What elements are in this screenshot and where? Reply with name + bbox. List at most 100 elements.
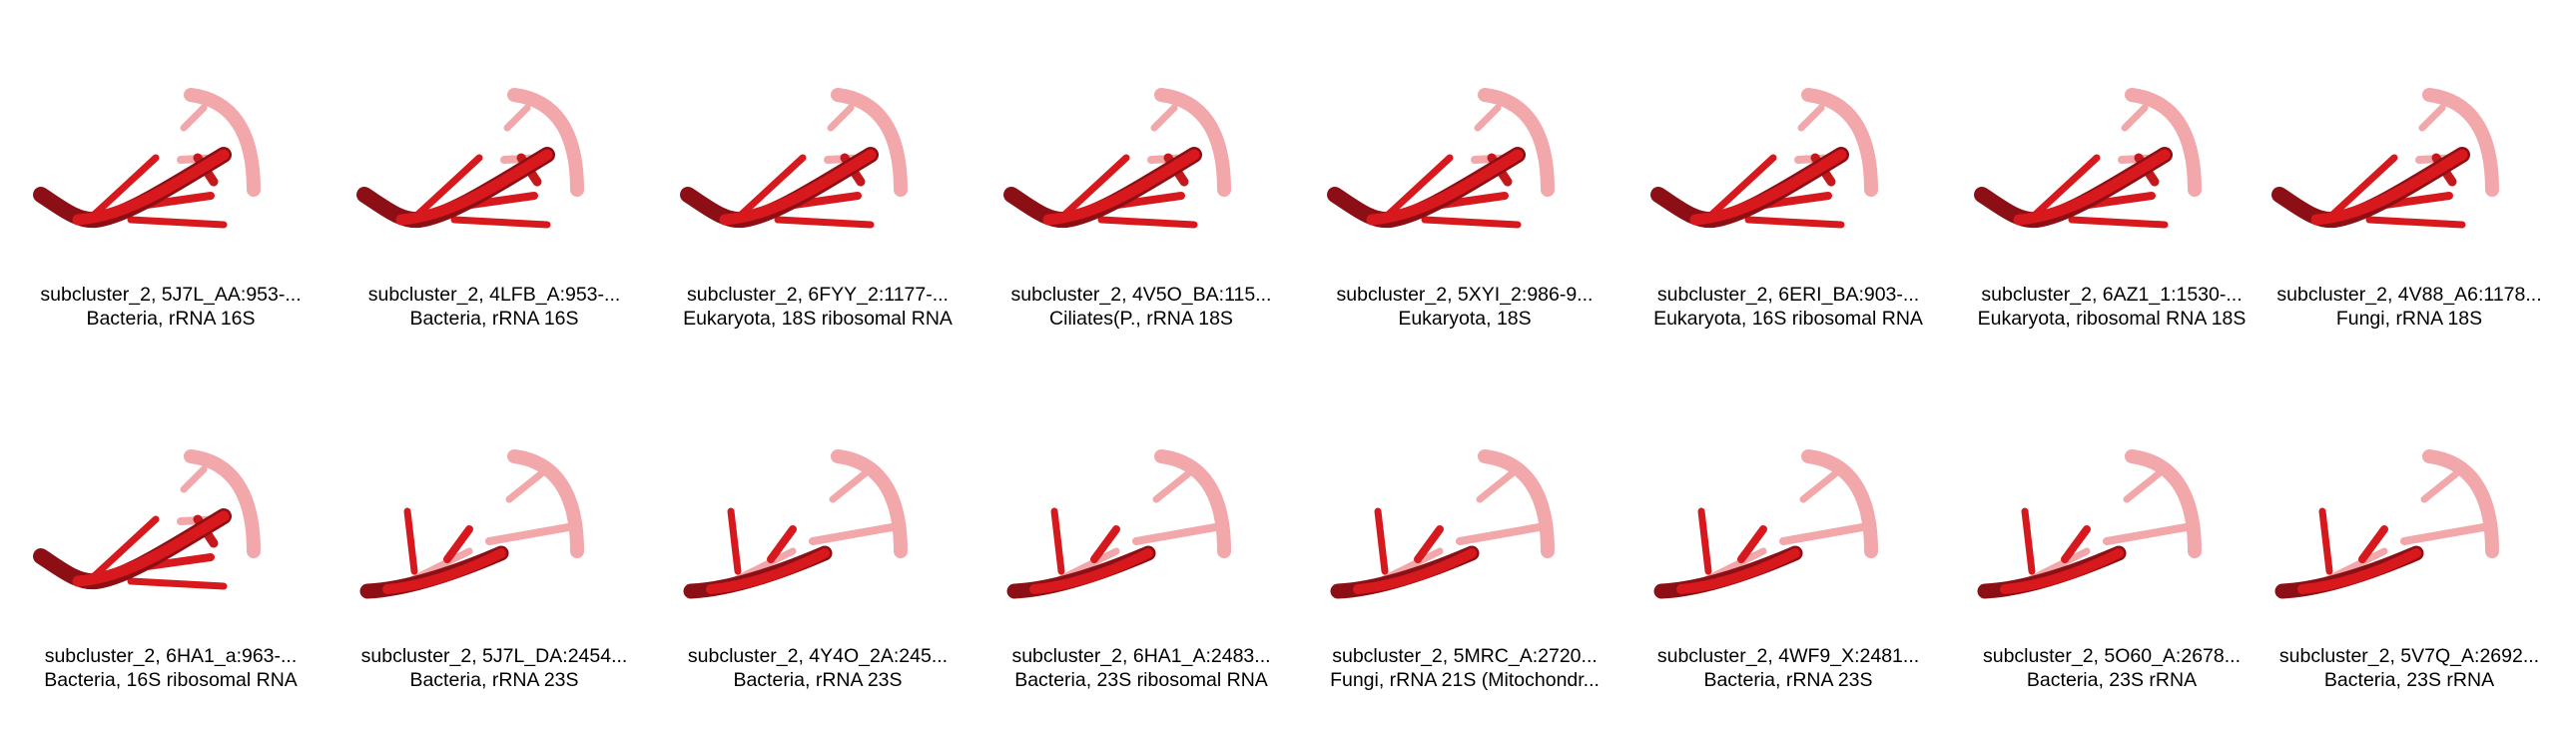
rna-3d-structure-icon xyxy=(1003,88,1231,229)
strand-segment xyxy=(1478,449,1555,558)
strand-segment xyxy=(774,216,875,229)
rna-3d-structure-icon xyxy=(1977,449,2202,599)
strand-segment xyxy=(706,548,830,594)
structure-caption: subcluster_2, 5V7Q_A:2692... Bacteria, 2… xyxy=(2249,644,2570,692)
strand-segment xyxy=(2422,449,2499,558)
strand-segment xyxy=(2000,548,2124,594)
structure-tile[interactable]: subcluster_2, 4WF9_X:2481... Bacteria, r… xyxy=(1627,362,1949,721)
strand-segment xyxy=(1478,88,1555,197)
structure-tile[interactable]: subcluster_2, 6FYY_2:1177-... Eukaryota,… xyxy=(657,0,978,360)
structure-tile[interactable]: subcluster_2, 5MRC_A:2720... Fungi, rRNA… xyxy=(1304,362,1625,721)
strand-segment xyxy=(2013,149,2171,226)
rna-3d-structure-icon xyxy=(33,449,261,590)
structure-subtitle: Eukaryota, 16S ribosomal RNA xyxy=(1653,308,1923,330)
structure-subtitle: Bacteria, 23S rRNA xyxy=(2323,669,2495,691)
structure-title: subcluster_2, 5O60_A:2678... xyxy=(1982,645,2241,667)
strand-segment xyxy=(505,467,548,503)
strand-segment xyxy=(1697,507,1712,575)
strand-segment xyxy=(1097,216,1198,229)
structure-tile[interactable]: subcluster_2, 5V7Q_A:2692... Bacteria, 2… xyxy=(2249,362,2570,721)
structure-caption: subcluster_2, 6HA1_A:2483... Bacteria, 2… xyxy=(980,644,1302,692)
rna-3d-structure-icon xyxy=(33,88,261,229)
rna-3d-structure-icon xyxy=(359,449,584,599)
strand-segment xyxy=(2297,548,2421,594)
strand-segment xyxy=(2365,216,2466,229)
structure-tile[interactable]: subcluster_2, 5O60_A:2678... Bacteria, 2… xyxy=(1951,362,2272,721)
strand-segment xyxy=(2310,149,2468,226)
structure-subtitle: Bacteria, rRNA 23S xyxy=(409,669,579,691)
structure-subtitle: Bacteria, 16S ribosomal RNA xyxy=(44,669,298,691)
structure-tile[interactable]: subcluster_2, 6ERI_BA:903-... Eukaryota,… xyxy=(1627,0,1949,360)
structure-subtitle: Eukaryota, ribosomal RNA 18S xyxy=(1977,308,2247,330)
structure-caption: subcluster_2, 6HA1_a:963-... Bacteria, 1… xyxy=(10,644,331,692)
strand-segment xyxy=(1744,216,1845,229)
strand-segment xyxy=(1676,548,1800,594)
strand-segment xyxy=(72,510,230,587)
strand-segment xyxy=(2325,154,2398,222)
rna-3d-structure-icon xyxy=(1653,449,1878,599)
structure-tile[interactable]: subcluster_2, 5J7L_DA:2454... Bacteria, … xyxy=(333,362,655,721)
strand-segment xyxy=(1421,216,1522,229)
strand-segment xyxy=(2358,525,2388,563)
structure-tile[interactable]: subcluster_2, 4V5O_BA:115... Ciliates(P.… xyxy=(980,0,1302,360)
strand-segment xyxy=(1414,525,1444,563)
strand-segment xyxy=(2400,522,2493,545)
strand-segment xyxy=(2103,522,2196,545)
strand-segment xyxy=(395,149,553,226)
structure-tile[interactable]: subcluster_2, 6AZ1_1:1530-... Eukaryota,… xyxy=(1951,0,2272,360)
strand-segment xyxy=(809,522,902,545)
strand-segment xyxy=(1476,467,1519,503)
structure-title: subcluster_2, 6FYY_2:1177-... xyxy=(687,284,949,306)
structure-tile[interactable]: subcluster_2, 6HA1_a:963-... Bacteria, 1… xyxy=(10,362,331,721)
strand-segment xyxy=(1704,154,1777,222)
strand-segment xyxy=(1366,149,1524,226)
strand-segment xyxy=(829,467,872,503)
structure-title: subcluster_2, 5J7L_DA:2454... xyxy=(360,645,628,667)
strand-segment xyxy=(1689,149,1847,226)
strand-segment xyxy=(1152,467,1195,503)
structure-caption: subcluster_2, 4Y4O_2A:245... Bacteria, r… xyxy=(657,644,978,692)
structure-caption: subcluster_2, 5XYI_2:986-9... Eukaryota,… xyxy=(1304,283,1625,331)
strand-segment xyxy=(1029,548,1153,594)
structure-title: subcluster_2, 4Y4O_2A:245... xyxy=(687,645,949,667)
structure-tile[interactable]: subcluster_2, 5J7L_AA:953-... Bacteria, … xyxy=(10,0,331,360)
structure-tile[interactable]: subcluster_2, 6HA1_A:2483... Bacteria, 2… xyxy=(980,362,1302,721)
strand-segment xyxy=(2125,449,2202,558)
strand-segment xyxy=(719,149,877,226)
strand-segment xyxy=(1154,88,1231,197)
strand-segment xyxy=(727,507,742,575)
strand-segment xyxy=(2422,88,2499,197)
strand-segment xyxy=(1797,104,1825,132)
rna-3d-structure-icon xyxy=(1974,88,2202,229)
strand-segment xyxy=(767,525,797,563)
structure-title: subcluster_2, 6AZ1_1:1530-... xyxy=(1981,284,2243,306)
structure-title: subcluster_2, 4V5O_BA:115... xyxy=(1010,284,1272,306)
strand-segment xyxy=(2318,507,2333,575)
structure-subtitle: Bacteria, rRNA 16S xyxy=(86,308,256,330)
structure-title: subcluster_2, 4LFB_A:953-... xyxy=(367,284,621,306)
rna-3d-structure-icon xyxy=(2274,449,2499,599)
structure-title: subcluster_2, 5XYI_2:986-9... xyxy=(1336,284,1594,306)
structure-title: subcluster_2, 6ERI_BA:903-... xyxy=(1656,284,1920,306)
strand-segment xyxy=(2068,216,2169,229)
strand-segment xyxy=(1353,548,1477,594)
structure-tile[interactable]: subcluster_2, 5XYI_2:986-9... Eukaryota,… xyxy=(1304,0,1625,360)
structure-tile[interactable]: subcluster_2, 4LFB_A:953-... Bacteria, r… xyxy=(333,0,655,360)
structure-title: subcluster_2, 4V88_A6:1178... xyxy=(2276,284,2542,306)
structure-tile[interactable]: subcluster_2, 4Y4O_2A:245... Bacteria, r… xyxy=(657,362,978,721)
rna-3d-structure-icon xyxy=(680,88,908,229)
strand-segment xyxy=(184,88,261,197)
strand-segment xyxy=(831,88,908,197)
strand-segment xyxy=(443,525,473,563)
strand-segment xyxy=(1801,449,1878,558)
strand-segment xyxy=(2028,154,2101,222)
strand-segment xyxy=(507,449,584,558)
strand-segment xyxy=(1132,522,1225,545)
structure-tile[interactable]: subcluster_2, 4V88_A6:1178... Fungi, rRN… xyxy=(2249,0,2570,360)
strand-segment xyxy=(180,104,208,132)
strand-segment xyxy=(180,465,208,493)
rna-3d-structure-icon xyxy=(1327,88,1555,229)
structure-caption: subcluster_2, 6FYY_2:1177-... Eukaryota,… xyxy=(657,283,978,331)
strand-segment xyxy=(507,88,584,197)
structure-subtitle: Bacteria, rRNA 23S xyxy=(1703,669,1873,691)
